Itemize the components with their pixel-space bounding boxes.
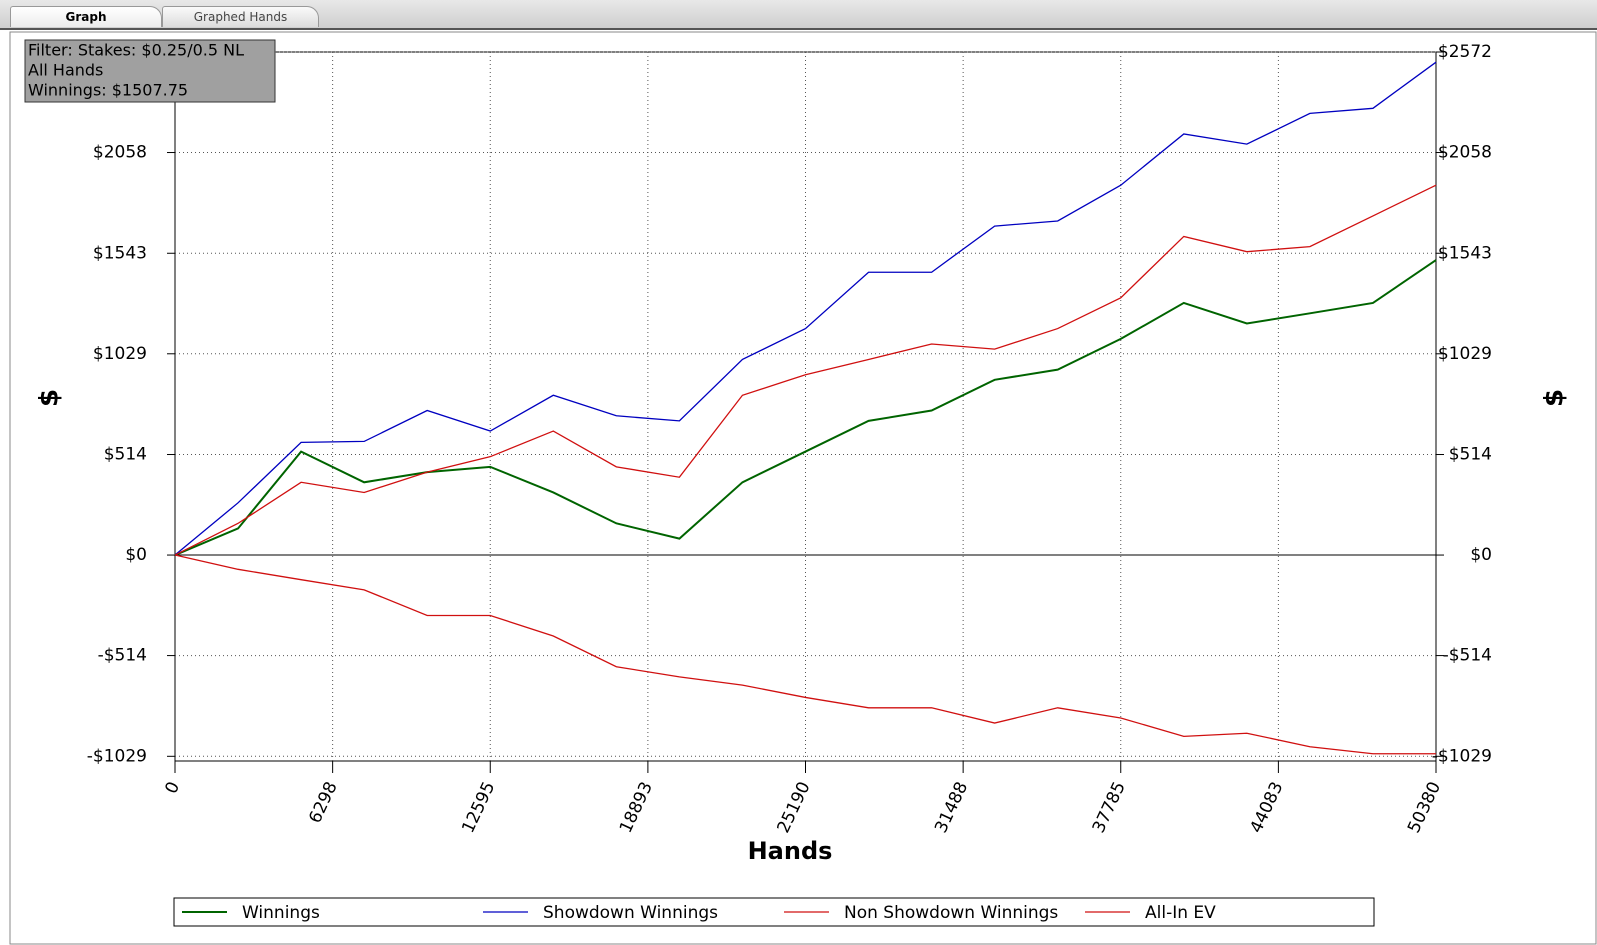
y-tick-label-right: $514: [1449, 445, 1492, 465]
filter-text: Winnings: $1507.75: [28, 81, 188, 100]
chart-frame: [9, 31, 1597, 945]
y-tick-label: $0: [125, 545, 147, 565]
series-line: [174, 259, 1437, 556]
series-line: [174, 61, 1437, 556]
y-tick-label: $1543: [93, 243, 147, 263]
y-tick-label: $2058: [93, 143, 147, 163]
x-axis-title: Hands: [748, 837, 833, 865]
y-tick-label: $1029: [93, 344, 147, 364]
tab-bar: Graph Graphed Hands: [0, 0, 1597, 30]
y-tick-label: $514: [104, 445, 147, 465]
y-tick-label-right: $0: [1470, 545, 1492, 565]
filter-text: All Hands: [28, 61, 103, 80]
tab[interactable]: Graphed Hands: [162, 6, 319, 27]
filter-text: Filter: Stakes: $0.25/0.5 NL: [28, 41, 244, 60]
legend-label: Non Showdown Winnings: [844, 903, 1058, 923]
y-tick-label-right: $2572: [1438, 42, 1492, 62]
y-axis-title: $: [35, 389, 65, 407]
legend-label: Showdown Winnings: [543, 903, 718, 923]
tab[interactable]: Graph: [10, 6, 162, 27]
y-tick-label-right: $1029: [1438, 344, 1492, 364]
filter-box: [24, 39, 276, 103]
y-tick-label-right: -$1029: [1432, 746, 1492, 766]
y-tick-label: -$514: [98, 646, 147, 666]
legend-box: [173, 897, 1375, 927]
y-axis-title-right: $: [1540, 389, 1570, 407]
legend-label: All-In EV: [1145, 903, 1216, 923]
y-tick-label: -$1029: [87, 746, 147, 766]
y-tick-label-right: $2058: [1438, 143, 1492, 163]
legend-label: Winnings: [242, 903, 320, 923]
y-tick-label-right: -$514: [1443, 646, 1492, 666]
series-line: [174, 184, 1437, 556]
series-line: [174, 554, 1436, 755]
chart: Hands $ $ -$1029 -$1029 -$514 -$514 $0 $0 $514…: [9, 31, 1597, 945]
y-tick-label-right: $1543: [1438, 243, 1492, 263]
